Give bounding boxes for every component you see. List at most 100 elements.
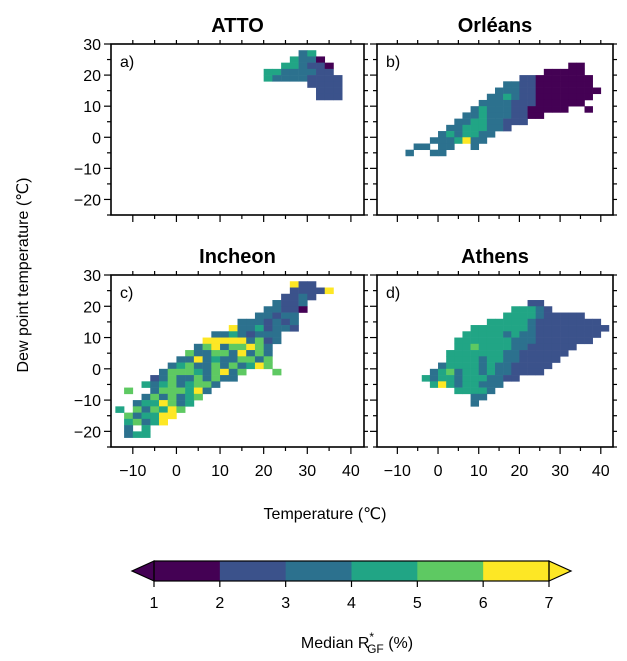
heatmap-cell <box>124 418 134 426</box>
heatmap-cell <box>298 75 308 82</box>
colorbar-swatch <box>483 561 550 581</box>
heatmap-cell <box>503 112 512 119</box>
heatmap-cell <box>454 337 463 345</box>
heatmap-cell <box>202 343 212 351</box>
heatmap-cell <box>551 318 561 326</box>
x-tick-label: 0 <box>434 463 443 480</box>
heatmap-cell <box>150 412 160 420</box>
heatmap-cell <box>228 375 238 382</box>
heatmap-cell <box>438 137 447 144</box>
heatmap-cell <box>289 75 299 82</box>
heatmap-cell <box>124 431 134 438</box>
heatmap-cell <box>307 293 317 301</box>
heatmap-cell <box>568 87 577 95</box>
heatmap-cell <box>150 375 160 382</box>
heatmap-cell <box>254 343 264 351</box>
heatmap-cell <box>584 325 593 332</box>
heatmap-cell <box>193 343 203 351</box>
heatmap-cell <box>454 131 463 138</box>
heatmap-cell <box>560 350 569 357</box>
heatmap-cell <box>193 381 203 388</box>
heatmap-cell <box>470 143 480 151</box>
heatmap-cell <box>289 318 299 326</box>
heatmap-cell <box>543 312 553 320</box>
plot-frame <box>110 274 365 448</box>
heatmap-cell <box>576 87 585 95</box>
heatmap-cell <box>237 337 247 345</box>
heatmap-cell <box>503 106 512 113</box>
heatmap-cell <box>298 293 308 301</box>
heatmap-cell <box>535 81 545 88</box>
heatmap-cell <box>263 331 273 338</box>
heatmap-cell <box>272 331 282 338</box>
heatmap-cell <box>478 331 488 338</box>
heatmap-cell <box>478 99 488 107</box>
heatmap-cell <box>316 62 326 70</box>
heatmap-cell <box>272 337 282 345</box>
heatmap-cell <box>478 393 488 401</box>
heatmap-cell <box>454 118 463 126</box>
heatmap-cell <box>281 300 291 307</box>
heatmap-cell <box>446 375 455 382</box>
heatmap-cell <box>185 375 195 382</box>
heatmap-cell <box>503 356 512 363</box>
x-axis-label: Temperature (℃) <box>264 506 387 523</box>
panel-4: −10 0 10 20 30 40 Athens d) <box>370 246 617 480</box>
heatmap-cell <box>543 337 553 345</box>
heatmap-cell <box>254 356 264 363</box>
heatmap-cell <box>211 356 221 363</box>
heatmap-cell <box>298 300 308 307</box>
heatmap-cell <box>316 68 326 76</box>
heatmap-cell <box>246 350 256 357</box>
heatmap-cell <box>167 400 177 407</box>
heatmap-cell <box>176 375 186 382</box>
heatmap-cell <box>446 381 455 388</box>
heatmap-cell <box>150 406 160 413</box>
heatmap-cell <box>307 56 317 63</box>
heatmap-cell <box>560 337 569 345</box>
y-tick-label: −10 <box>74 161 101 178</box>
heatmap-cell <box>281 306 291 313</box>
heatmap-cell <box>592 325 602 332</box>
heatmap-cell <box>576 99 585 107</box>
heatmap-cell <box>470 124 480 132</box>
heatmap-cell <box>333 75 343 82</box>
heatmap-cell <box>470 337 480 345</box>
heatmap-cell <box>527 343 536 351</box>
heatmap-cell <box>486 343 496 351</box>
heatmap-cell <box>584 75 593 82</box>
heatmap-cell <box>551 331 561 338</box>
heatmap-cell <box>211 381 221 388</box>
heatmap-cell <box>454 124 463 132</box>
heatmap-cell <box>421 375 431 382</box>
heatmap-cell <box>289 68 299 76</box>
heatmap-cell <box>503 362 512 370</box>
heatmap-cell <box>519 87 528 95</box>
heatmap-cell <box>519 75 528 82</box>
heatmap-cell <box>141 400 151 407</box>
heatmap-cell <box>527 318 536 326</box>
heatmap-cell <box>220 356 230 363</box>
heatmap-cell <box>568 312 577 320</box>
heatmap-cell <box>246 318 256 326</box>
heatmap-cell <box>470 387 480 395</box>
heatmap-cell <box>495 87 504 95</box>
heatmap-cell <box>150 393 160 401</box>
heatmap-cells <box>115 281 334 438</box>
heatmap-cell <box>470 381 480 388</box>
heatmap-cell <box>568 99 577 107</box>
heatmap-cell <box>535 300 545 307</box>
heatmap-cell <box>237 325 247 332</box>
plot-frame <box>376 43 614 216</box>
heatmap-cell <box>576 312 585 320</box>
heatmap-cell <box>560 343 569 351</box>
heatmap-cell <box>592 318 602 326</box>
heatmap-cell <box>246 362 256 370</box>
heatmap-cell <box>254 325 264 332</box>
heatmap-cell <box>158 375 168 382</box>
heatmap-cell <box>486 350 496 357</box>
heatmap-cell <box>211 337 221 345</box>
heatmap-cell <box>503 93 512 101</box>
heatmap-cell <box>495 337 504 345</box>
